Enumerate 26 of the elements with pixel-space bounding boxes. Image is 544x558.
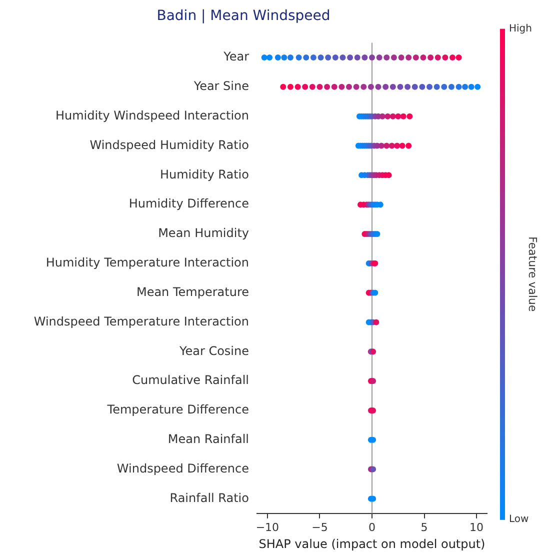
y-tick-label: Mean Rainfall bbox=[168, 432, 249, 446]
y-tick-label: Windspeed Temperature Interaction bbox=[34, 314, 249, 328]
y-tick-label: Year bbox=[222, 50, 250, 64]
y-tick-label: Year Cosine bbox=[178, 344, 249, 358]
y-tick-label: Humidity Temperature Interaction bbox=[46, 256, 249, 270]
chart-title: Badin | Mean Windspeed bbox=[156, 8, 330, 24]
x-tick-label: −10 bbox=[256, 520, 280, 534]
y-tick-label: Humidity Difference bbox=[128, 196, 249, 211]
x-axis-title: SHAP value (impact on model output) bbox=[258, 536, 486, 551]
y-tick-label: Cumulative Rainfall bbox=[132, 373, 249, 388]
x-tick-label: 5 bbox=[420, 520, 428, 534]
x-tick-label: 0 bbox=[368, 520, 376, 534]
y-tick-label: Windspeed Difference bbox=[116, 461, 249, 476]
color-bar-label: High bbox=[509, 23, 532, 34]
y-tick-label: Windspeed Humidity Ratio bbox=[90, 138, 249, 152]
y-tick-label: Rainfall Ratio bbox=[170, 490, 249, 505]
y-tick-label: Humidity Ratio bbox=[160, 167, 249, 182]
y-tick-label: Temperature Difference bbox=[106, 402, 249, 417]
x-tick-label: 10 bbox=[470, 520, 484, 534]
x-tick-label: −5 bbox=[312, 520, 328, 534]
y-tick-label: Mean Temperature bbox=[136, 284, 249, 299]
y-tick-label: Mean Humidity bbox=[158, 226, 249, 240]
color-bar-label: Low bbox=[509, 514, 529, 525]
color-bar-title: Feature value bbox=[526, 236, 540, 312]
y-tick-label: Humidity Windspeed Interaction bbox=[55, 108, 249, 122]
y-tick-label: Year Sine bbox=[192, 79, 249, 94]
